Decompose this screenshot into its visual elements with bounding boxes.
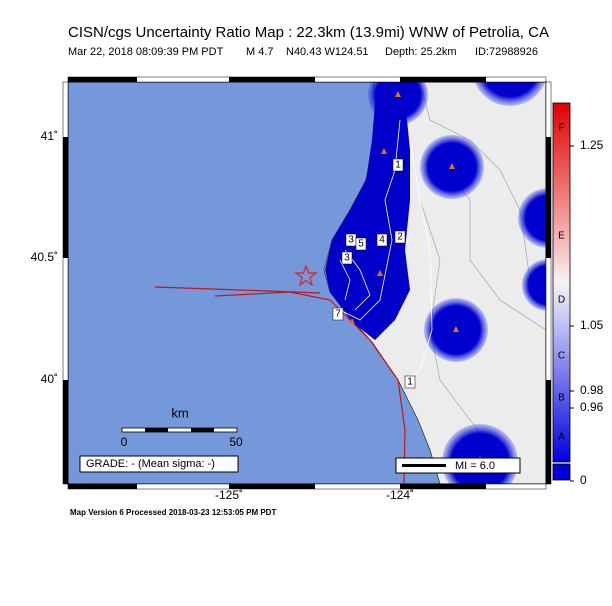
colorbar-tick-label: 1.05 (580, 318, 604, 332)
info-item: ID:72988926 (475, 46, 538, 58)
contour-label: 1 (395, 160, 401, 171)
grade-text: GRADE: - (Mean sigma: -) (86, 458, 215, 470)
info-item: N40.43 W124.51 (286, 46, 369, 58)
lat-label: 41˚ (41, 129, 58, 143)
contour-label-box (404, 375, 416, 389)
coastal-blob (325, 90, 410, 340)
colorbar (552, 102, 571, 481)
contour-label-box (394, 230, 406, 244)
contour-label: 3 (348, 235, 354, 246)
colorbar-letter: B (558, 393, 565, 404)
info-line: Mar 22, 2018 08:09:39 PM PDT M 4.7 N40.43 … (68, 46, 538, 58)
contour-label-box (355, 237, 367, 251)
colorbar-labels: F E D C B A 1.25 1.05 0.98 0.96 0 (558, 123, 604, 488)
contour-label: 3 (344, 253, 350, 264)
colorbar-letter: D (558, 295, 565, 306)
contour-labels: 1 2 3 4 53 7 1 (332, 158, 416, 389)
colorbar-tick-label: 0 (580, 473, 587, 487)
map-area: 1 2 3 4 53 7 1 (68, 82, 546, 484)
lat-label: 40˚ (41, 372, 58, 386)
info-item: M 4.7 (246, 46, 274, 58)
contour-label: 4 (379, 235, 385, 246)
footer: Map Version 6 Processed 2018-03-23 12:53… (70, 508, 276, 517)
epicenter (294, 264, 318, 287)
scale-bar: km 0 50 (121, 405, 243, 449)
colorbar-tick-label: 0.98 (580, 383, 604, 397)
colorbar-tick-label: 1.25 (580, 138, 604, 152)
contour-label-box (341, 251, 353, 265)
title: CISN/cgs Uncertainty Ratio Map : 22.3km … (68, 24, 549, 41)
mi-box (395, 457, 521, 474)
scale-unit: km (171, 405, 188, 420)
colorbar-letter: A (558, 432, 565, 443)
axis-labels: 41˚ 40.5˚ 40˚ -125˚ -124˚ (31, 129, 414, 502)
contour-label-box (376, 233, 388, 247)
frame (62, 76, 552, 490)
contour-label-box (332, 307, 344, 321)
info-item: Mar 22, 2018 08:09:39 PM PDT (68, 46, 224, 58)
scale-label: 50 (229, 435, 243, 449)
colorbar-letter: E (558, 231, 565, 242)
mi-text: MI = 6.0 (455, 460, 495, 472)
scale-label: 0 (121, 435, 128, 449)
colorbar-tick-label: 0.96 (580, 400, 604, 414)
grade-box (79, 455, 239, 473)
contour-label: 5 (358, 239, 364, 250)
lon-label: -124˚ (386, 488, 414, 502)
lat-label: 40.5˚ (31, 250, 58, 264)
contour-label: 2 (397, 232, 403, 243)
lon-label: -125˚ (215, 488, 243, 502)
faults (154, 286, 406, 484)
colorbar-letter: F (558, 123, 564, 134)
colorbar-letter: C (558, 351, 565, 362)
contour-label-box (392, 158, 404, 172)
contour-label: 7 (335, 309, 341, 320)
info-item: Depth: 25.2km (385, 46, 457, 58)
contour-label: 1 (407, 377, 413, 388)
